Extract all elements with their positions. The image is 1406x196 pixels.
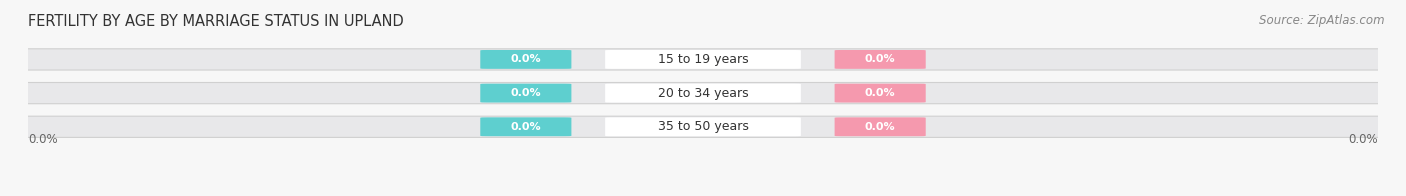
- Text: 0.0%: 0.0%: [865, 122, 896, 132]
- Text: 0.0%: 0.0%: [510, 54, 541, 64]
- Text: 0.0%: 0.0%: [865, 54, 896, 64]
- FancyBboxPatch shape: [835, 117, 925, 136]
- FancyBboxPatch shape: [18, 116, 1388, 137]
- Legend: Married, Unmarried: Married, Unmarried: [613, 195, 793, 196]
- Text: 15 to 19 years: 15 to 19 years: [658, 53, 748, 66]
- Text: 0.0%: 0.0%: [865, 88, 896, 98]
- Text: 0.0%: 0.0%: [510, 122, 541, 132]
- Text: Source: ZipAtlas.com: Source: ZipAtlas.com: [1260, 14, 1385, 27]
- Text: 20 to 34 years: 20 to 34 years: [658, 87, 748, 100]
- FancyBboxPatch shape: [481, 50, 571, 69]
- Text: 0.0%: 0.0%: [1348, 133, 1378, 146]
- Text: FERTILITY BY AGE BY MARRIAGE STATUS IN UPLAND: FERTILITY BY AGE BY MARRIAGE STATUS IN U…: [28, 14, 404, 29]
- FancyBboxPatch shape: [605, 50, 801, 69]
- Text: 35 to 50 years: 35 to 50 years: [658, 120, 748, 133]
- FancyBboxPatch shape: [835, 84, 925, 103]
- Text: 0.0%: 0.0%: [28, 133, 58, 146]
- FancyBboxPatch shape: [481, 117, 571, 136]
- FancyBboxPatch shape: [605, 117, 801, 136]
- Text: 0.0%: 0.0%: [510, 88, 541, 98]
- FancyBboxPatch shape: [18, 83, 1388, 104]
- FancyBboxPatch shape: [481, 84, 571, 103]
- FancyBboxPatch shape: [605, 84, 801, 103]
- FancyBboxPatch shape: [18, 49, 1388, 70]
- FancyBboxPatch shape: [835, 50, 925, 69]
